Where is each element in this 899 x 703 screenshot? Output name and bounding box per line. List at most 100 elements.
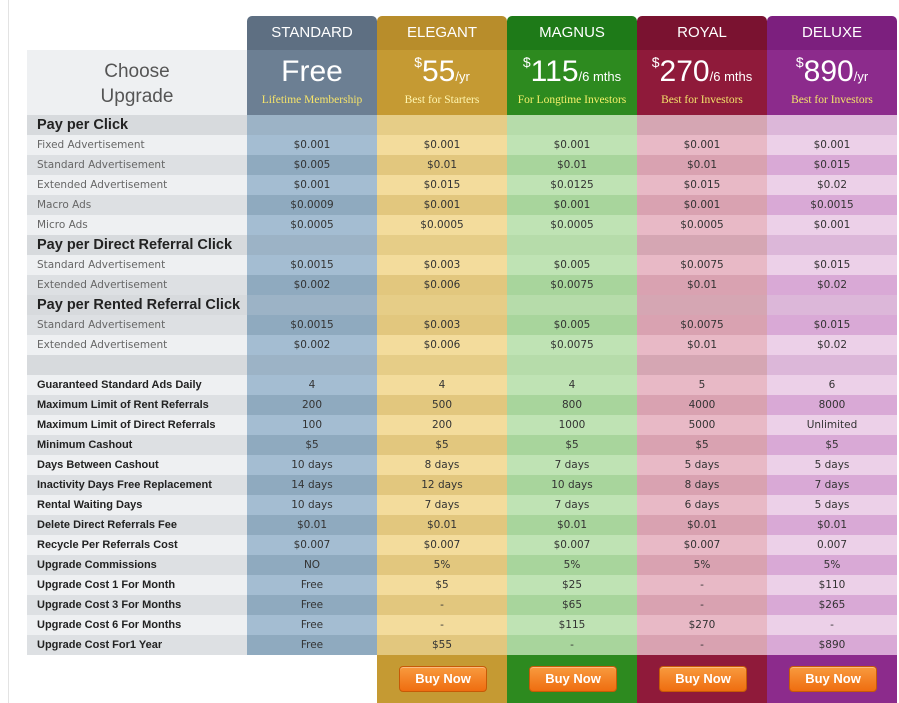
buy-now-button-royal[interactable]: Buy Now <box>659 666 747 692</box>
page-left-border <box>8 0 9 703</box>
value-cell-magnus: $0.01 <box>507 515 637 535</box>
feature-label: Fixed Advertisement <box>27 135 247 155</box>
value-cell-magnus: 7 days <box>507 495 637 515</box>
feature-label: Extended Advertisement <box>27 275 247 295</box>
value-cell-magnus <box>507 115 637 135</box>
value-cell-standard: 4 <box>247 375 377 395</box>
value-cell-royal <box>637 115 767 135</box>
value-cell-standard: $0.007 <box>247 535 377 555</box>
plan-tagline: For Longtime Investors <box>507 90 637 115</box>
value-cell-royal: 5 <box>637 375 767 395</box>
value-cell-deluxe: 0.007 <box>767 535 897 555</box>
value-cell-magnus: $0.001 <box>507 135 637 155</box>
feature-row: Standard Advertisement $0.0015 $0.003 $0.00… <box>27 315 897 335</box>
value-cell-elegant: $0.006 <box>377 275 507 295</box>
choose-line-2: Upgrade <box>100 86 174 107</box>
value-cell-magnus <box>507 235 637 255</box>
feature-row: Standard Advertisement $0.005 $0.01 $0.01 $0… <box>27 155 897 175</box>
value-cell-royal: $0.0005 <box>637 215 767 235</box>
feature-label: Standard Advertisement <box>27 155 247 175</box>
value-cell-deluxe <box>767 295 897 315</box>
price-currency: $ <box>522 54 531 70</box>
feature-row: Maximum Limit of Direct Referrals 100 200 1… <box>27 415 897 435</box>
value-cell-magnus: $0.005 <box>507 315 637 335</box>
plan-tagline: Lifetime Membership <box>247 90 377 115</box>
buy-now-button-magnus[interactable]: Buy Now <box>529 666 617 692</box>
value-cell-magnus: $65 <box>507 595 637 615</box>
value-cell-elegant: 500 <box>377 395 507 415</box>
feature-row: Upgrade Cost 3 For Months Free - $65- $265 <box>27 595 897 615</box>
feature-row: Upgrade Cost 1 For Month Free $5 $25- $110 <box>27 575 897 595</box>
plan-header-elegant: ELEGANT $55/yr Best for Starters <box>377 16 507 115</box>
value-cell-royal: $0.01 <box>637 515 767 535</box>
value-cell-standard: $0.005 <box>247 155 377 175</box>
value-cell-royal <box>637 355 767 375</box>
choose-line-1: Choose <box>104 61 170 82</box>
value-cell-royal: $270 <box>637 615 767 635</box>
value-cell-magnus: $115 <box>507 615 637 635</box>
value-cell-standard: $0.0015 <box>247 315 377 335</box>
feature-row: Days Between Cashout 10 days 8 days 7 days 5… <box>27 455 897 475</box>
section-title: Pay per Direct Referral Click <box>27 235 247 255</box>
value-cell-elegant: $0.003 <box>377 315 507 335</box>
value-cell-royal: $0.015 <box>637 175 767 195</box>
value-cell-elegant: $0.006 <box>377 335 507 355</box>
value-cell-magnus: 10 days <box>507 475 637 495</box>
value-cell-standard <box>247 235 377 255</box>
section-header-row: Pay per Direct Referral Click <box>27 235 897 255</box>
feature-row: Inactivity Days Free Replacement 14 days 1… <box>27 475 897 495</box>
feature-row: Delete Direct Referrals Fee $0.01 $0.01 $0.… <box>27 515 897 535</box>
value-cell-deluxe: - <box>767 615 897 635</box>
buy-now-button-deluxe[interactable]: Buy Now <box>789 666 877 692</box>
value-cell-elegant: $55 <box>377 635 507 655</box>
value-cell-deluxe: 5 days <box>767 495 897 515</box>
value-cell-magnus: $0.001 <box>507 195 637 215</box>
value-cell-royal: $0.001 <box>637 195 767 215</box>
value-cell-elegant <box>377 235 507 255</box>
price-amount: 890 <box>803 55 854 88</box>
value-cell-deluxe: Unlimited <box>767 415 897 435</box>
feature-label: Recycle Per Referrals Cost <box>27 535 247 555</box>
value-cell-royal: $0.001 <box>637 135 767 155</box>
value-cell-standard: 14 days <box>247 475 377 495</box>
value-cell-magnus: $25 <box>507 575 637 595</box>
value-cell-standard: 10 days <box>247 495 377 515</box>
value-cell-elegant: 8 days <box>377 455 507 475</box>
price-period: /yr <box>853 69 869 84</box>
value-cell-elegant <box>377 295 507 315</box>
value-cell-standard: $0.001 <box>247 135 377 155</box>
value-cell-magnus: $0.01 <box>507 155 637 175</box>
value-cell-royal: 8 days <box>637 475 767 495</box>
value-cell-magnus: 800 <box>507 395 637 415</box>
feature-row: Standard Advertisement $0.0015 $0.003 $0.00… <box>27 255 897 275</box>
value-cell-elegant: $0.0005 <box>377 215 507 235</box>
value-cell-standard <box>247 355 377 375</box>
feature-row: Upgrade Cost 6 For Months Free - $115 $270- <box>27 615 897 635</box>
choose-upgrade-heading: Choose Upgrade <box>27 50 247 115</box>
plan-price: $890/yr <box>767 50 897 90</box>
value-cell-magnus: $0.0005 <box>507 215 637 235</box>
value-cell-elegant: $0.007 <box>377 535 507 555</box>
value-cell-magnus <box>507 355 637 375</box>
value-cell-standard: NO <box>247 555 377 575</box>
value-cell-deluxe: $0.02 <box>767 275 897 295</box>
value-cell-elegant: $0.01 <box>377 515 507 535</box>
buy-now-button-elegant[interactable]: Buy Now <box>399 666 487 692</box>
value-cell-magnus: - <box>507 635 637 655</box>
value-cell-elegant: 4 <box>377 375 507 395</box>
value-cell-magnus: $0.007 <box>507 535 637 555</box>
value-cell-standard: $5 <box>247 435 377 455</box>
feature-row: Micro Ads $0.0005 $0.0005 $0.0005 $0.0005 $0.… <box>27 215 897 235</box>
plan-header-royal: ROYAL $270/6 mths Best for Investors <box>637 16 767 115</box>
plan-tagline: Best for Starters <box>377 90 507 115</box>
price-amount: Free <box>281 55 343 88</box>
value-cell-elegant: 7 days <box>377 495 507 515</box>
feature-row: Maximum Limit of Rent Referrals 200 500 800… <box>27 395 897 415</box>
value-cell-deluxe: $0.01 <box>767 515 897 535</box>
plan-name: DELUXE <box>767 16 897 50</box>
plan-header-magnus: MAGNUS $115/6 mths For Longtime Investors <box>507 16 637 115</box>
value-cell-elegant: - <box>377 595 507 615</box>
pricing-table: Choose Upgrade STANDARD Free Lifetime Memb… <box>27 16 897 703</box>
plan-name: STANDARD <box>247 16 377 50</box>
feature-row: Recycle Per Referrals Cost $0.007 $0.007 $0… <box>27 535 897 555</box>
